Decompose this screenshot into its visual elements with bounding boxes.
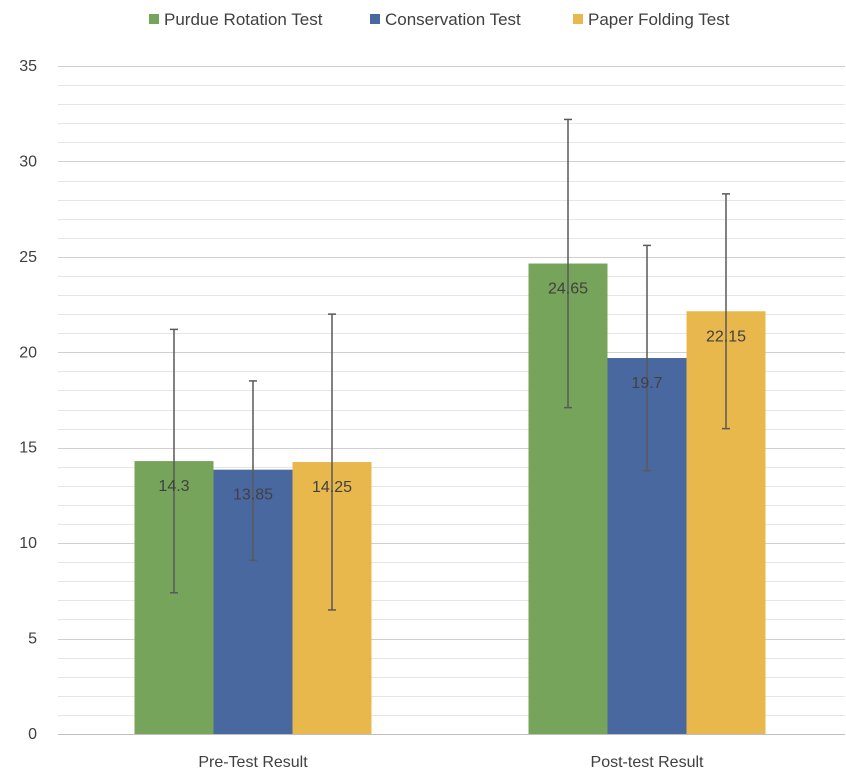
y-tick-label: 35: [19, 58, 37, 75]
data-label: 19.7: [631, 375, 662, 392]
data-labels: 14.3 24.65 13.85 19.7 14.25 22.15: [158, 281, 746, 504]
y-tick-label: 10: [19, 535, 37, 552]
data-label: 14.25: [312, 479, 352, 496]
data-label: 14.3: [158, 478, 189, 495]
y-tick-label: 20: [19, 344, 37, 361]
y-tick-label: 0: [28, 726, 37, 743]
x-axis-labels: Pre-Test Result Post-test Result: [198, 754, 704, 771]
legend-label: Conservation Test: [385, 10, 521, 29]
legend-label: Paper Folding Test: [588, 10, 730, 29]
y-tick-label: 5: [28, 631, 37, 648]
data-label: 13.85: [233, 487, 273, 504]
y-tick-label: 30: [19, 153, 37, 170]
x-category-label: Pre-Test Result: [198, 754, 308, 771]
legend: Purdue Rotation Test Conservation Test Pap…: [149, 10, 730, 29]
y-axis-ticks: 0 5 10 15 20 25 30 35: [19, 58, 37, 743]
legend-swatch: [149, 14, 159, 24]
y-tick-label: 15: [19, 440, 37, 457]
legend-swatch: [370, 14, 380, 24]
error-bars: [170, 118, 730, 611]
data-label: 22.15: [706, 328, 746, 345]
bars: [134, 263, 766, 734]
y-tick-label: 25: [19, 249, 37, 266]
legend-label: Purdue Rotation Test: [164, 10, 323, 29]
x-category-label: Post-test Result: [591, 754, 704, 771]
legend-swatch: [573, 14, 583, 24]
data-label: 24.65: [548, 281, 588, 298]
